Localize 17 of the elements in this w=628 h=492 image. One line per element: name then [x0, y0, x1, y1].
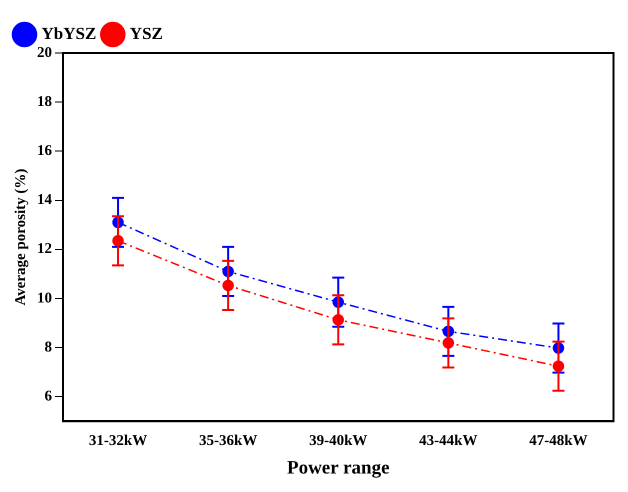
y-tick-label: 16	[37, 143, 52, 160]
x-tick-label: 47-48kW	[529, 433, 588, 450]
y-tick-label: 8	[44, 339, 52, 356]
y-tick-label: 14	[37, 192, 52, 208]
y-tick-label: 6	[44, 388, 52, 405]
y-tick-label: 20	[37, 44, 52, 61]
x-tick-label: 35-36kW	[198, 433, 258, 450]
x-tick-label: 31-32kW	[88, 433, 148, 450]
y-tick-label: 10	[37, 290, 52, 306]
x-tick-label: 39-40kW	[309, 433, 368, 450]
y-tick-label: 18	[37, 94, 52, 110]
y-tick-label: 12	[37, 241, 52, 258]
x-tick-label: 43-44kW	[419, 433, 478, 450]
y-axis-title: Average porosity (%)	[12, 168, 29, 306]
legend-label: YbYSZ	[42, 24, 96, 43]
x-axis-title: Power range	[286, 458, 390, 479]
legend-label: YSZ	[130, 24, 163, 43]
